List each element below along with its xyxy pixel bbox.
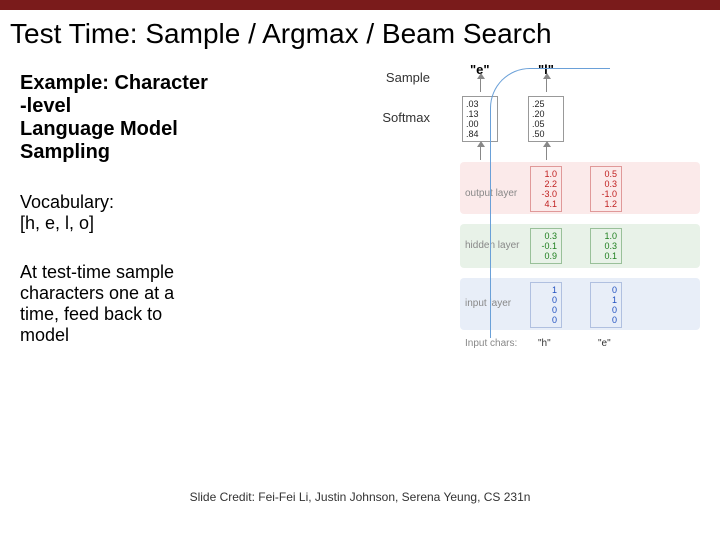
rnn-diagram: Sample Softmax output layer hidden layer… (360, 62, 700, 382)
input-char: "h" (538, 338, 551, 349)
slide-title: Test Time: Sample / Argmax / Beam Search (0, 10, 720, 62)
heading-line: -level (20, 95, 330, 118)
top-accent-bar (0, 0, 720, 10)
right-column: Sample Softmax output layer hidden layer… (330, 62, 700, 382)
row-label-softmax: Softmax (360, 110, 430, 125)
row-label-sample: Sample (360, 70, 430, 85)
arrow-up-icon (480, 78, 481, 92)
feedback-arrow-icon (490, 68, 610, 338)
vocab-block: Vocabulary: [h, e, l, o] (20, 192, 330, 234)
arrow-up-icon (480, 146, 481, 160)
testtime-block: At test-time sample characters one at a … (20, 262, 330, 346)
slide-credit: Slide Credit: Fei-Fei Li, Justin Johnson… (0, 490, 720, 504)
example-heading: Example: Character -level Language Model… (20, 72, 330, 164)
vocab-line: [h, e, l, o] (20, 213, 330, 234)
band-label-chars: Input chars: (465, 338, 517, 349)
heading-line: Language Model (20, 118, 330, 141)
content-row: Example: Character -level Language Model… (0, 62, 720, 382)
heading-line: Sampling (20, 141, 330, 164)
test-line: characters one at a (20, 283, 330, 304)
heading-line: Example: Character (20, 72, 330, 95)
test-line: time, feed back to (20, 304, 330, 325)
input-char: "e" (598, 338, 611, 349)
left-column: Example: Character -level Language Model… (20, 62, 330, 382)
vocab-line: Vocabulary: (20, 192, 330, 213)
test-line: model (20, 325, 330, 346)
test-line: At test-time sample (20, 262, 330, 283)
